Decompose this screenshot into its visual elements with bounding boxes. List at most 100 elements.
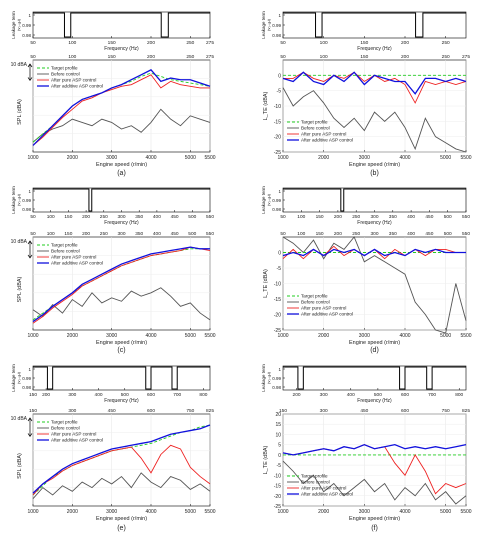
leakage-ylabel: Leakage term: [261, 186, 266, 214]
top-freq-tick-label: 250: [352, 231, 360, 237]
leakage-ytick-label: 0.98: [22, 385, 31, 390]
main-ytick-label: -5: [277, 89, 282, 95]
leakage-xtick-label: 50: [30, 214, 36, 220]
legend-label-target: Target profile: [301, 294, 328, 299]
top-freq-tick-label: 300: [320, 408, 328, 414]
main-xtick-label: 1000: [27, 509, 38, 515]
leakage-xtick-label: 150: [108, 40, 116, 46]
top-freq-tick-label: 300: [117, 231, 125, 237]
main-xtick-label: 3000: [359, 509, 370, 515]
main-xtick-label: 1000: [277, 155, 288, 161]
leakage-frame: [282, 11, 467, 39]
leakage-ytick-label: 0.98: [22, 207, 31, 212]
top-freq-tick-label: 300: [68, 408, 76, 414]
main-xtick-label: 5500: [204, 509, 215, 515]
main-xtick-label: 5000: [440, 333, 451, 339]
series-line-before: [282, 460, 467, 505]
leakage-line: [33, 12, 210, 38]
panel-caption: (e): [117, 525, 126, 532]
main-frame: [32, 59, 211, 153]
series-line-additive: [32, 246, 210, 323]
leakage-xtick-label: 300: [370, 214, 378, 220]
series-line-before: [32, 472, 211, 499]
top-freq-tick-label: 275: [206, 54, 214, 60]
leakage-xtick-label: 500: [374, 392, 382, 398]
panel-c: 1 0.99 0.98 Leakage term (v₁₋ᵤμ) 50 100 150 200 2…: [11, 186, 216, 354]
legend-label-before: Before control: [51, 249, 80, 254]
series-line-additive: [282, 71, 467, 95]
main-ytick-label: 10: [275, 432, 281, 438]
main-xtick-label: 4000: [399, 509, 410, 515]
main-ytick-label: -15: [274, 297, 281, 303]
main-xtick-label: 2000: [67, 333, 78, 339]
series-line-before: [282, 236, 467, 334]
leakage-frame: [32, 11, 211, 39]
leakage-xtick-label: 100: [320, 40, 328, 46]
main-ytick-label: -25: [274, 328, 281, 334]
top-freq-tick-label: 500: [188, 231, 196, 237]
panel-caption: (d): [370, 347, 379, 354]
main-ytick-label: -5: [277, 463, 282, 469]
leakage-xtick-label: 200: [293, 392, 301, 398]
leakage-xtick-label: 400: [153, 214, 161, 220]
leakage-xtick-label: 400: [407, 214, 415, 220]
main-ytick-label: -15: [274, 119, 281, 125]
top-freq-tick-label: 250: [100, 231, 108, 237]
top-freq-tick-label: 400: [153, 231, 161, 237]
leakage-xtick-label: 350: [135, 214, 143, 220]
main-ylabel: SPL (dBA): [17, 99, 23, 125]
series-line-pure: [32, 246, 211, 324]
leakage-ytick-label: 1: [278, 13, 281, 18]
leakage-xtick-label: 700: [173, 392, 181, 398]
top-freq-tick-label: 200: [82, 231, 90, 237]
top-freq-tick-label: 825: [462, 408, 470, 414]
top-freq-tick-label: 50: [280, 231, 286, 237]
leakage-xtick-label: 200: [147, 40, 155, 46]
legend-label-additive: After additive ASP control: [301, 312, 353, 317]
leakage-xlabel: Frequency (Hz): [104, 220, 139, 226]
main-frame: [32, 236, 211, 331]
main-ytick-label: 15: [275, 422, 281, 428]
leakage-xtick-label: 800: [199, 392, 207, 398]
top-freq-tick-label: 450: [360, 408, 368, 414]
leakage-ytick-label: 0.99: [272, 198, 281, 203]
main-ylabel: L_TE (dBA): [263, 269, 269, 298]
leakage-xtick-label: 150: [360, 40, 368, 46]
top-freq-tick-label: 350: [135, 231, 143, 237]
leakage-xtick-label: 450: [171, 214, 179, 220]
top-freq-tick-label: 300: [370, 231, 378, 237]
main-ylabel: L_TE (dBA): [263, 445, 269, 474]
leakage-line: [33, 366, 210, 390]
legend-label-pure: After pure ASP control: [51, 255, 96, 260]
scale-bar-label: 10 dBA: [11, 239, 28, 245]
main-ytick-label: 20: [275, 412, 281, 418]
scale-bar-label: 10 dBA: [11, 416, 28, 422]
leakage-xtick-label: 300: [68, 392, 76, 398]
leakage-xtick-label: 50: [30, 40, 36, 46]
main-xtick-label: 2000: [67, 155, 78, 161]
main-ytick-label: 0: [278, 73, 281, 79]
leakage-ytick-label: 0.99: [22, 23, 31, 28]
main-xtick-label: 5500: [204, 155, 215, 161]
main-ytick-label: -25: [274, 150, 281, 156]
main-ytick-label: 0: [278, 453, 281, 459]
top-freq-tick-label: 550: [462, 231, 470, 237]
leakage-ylabel: Leakage term: [11, 186, 16, 214]
series-line-additive: [32, 69, 211, 146]
top-freq-tick-label: 100: [68, 54, 76, 60]
top-freq-tick-label: 600: [401, 408, 409, 414]
leakage-xtick-label: 450: [425, 214, 433, 220]
top-freq-tick-label: 200: [147, 54, 155, 60]
series-line-before: [32, 108, 211, 143]
scale-bar-arrow-up: [27, 63, 33, 68]
main-xtick-label: 3000: [359, 333, 370, 339]
main-xtick-label: 2000: [318, 155, 329, 161]
leakage-xtick-label: 50: [280, 40, 286, 46]
top-freq-tick-label: 150: [316, 231, 324, 237]
top-freq-tick-label: 100: [320, 54, 328, 60]
top-freq-tick-label: 50: [30, 231, 36, 237]
top-freq-tick-label: 750: [442, 408, 450, 414]
main-xtick-label: 3000: [106, 155, 117, 161]
main-xtick-label: 5500: [460, 509, 471, 515]
top-freq-tick-label: 750: [186, 408, 194, 414]
